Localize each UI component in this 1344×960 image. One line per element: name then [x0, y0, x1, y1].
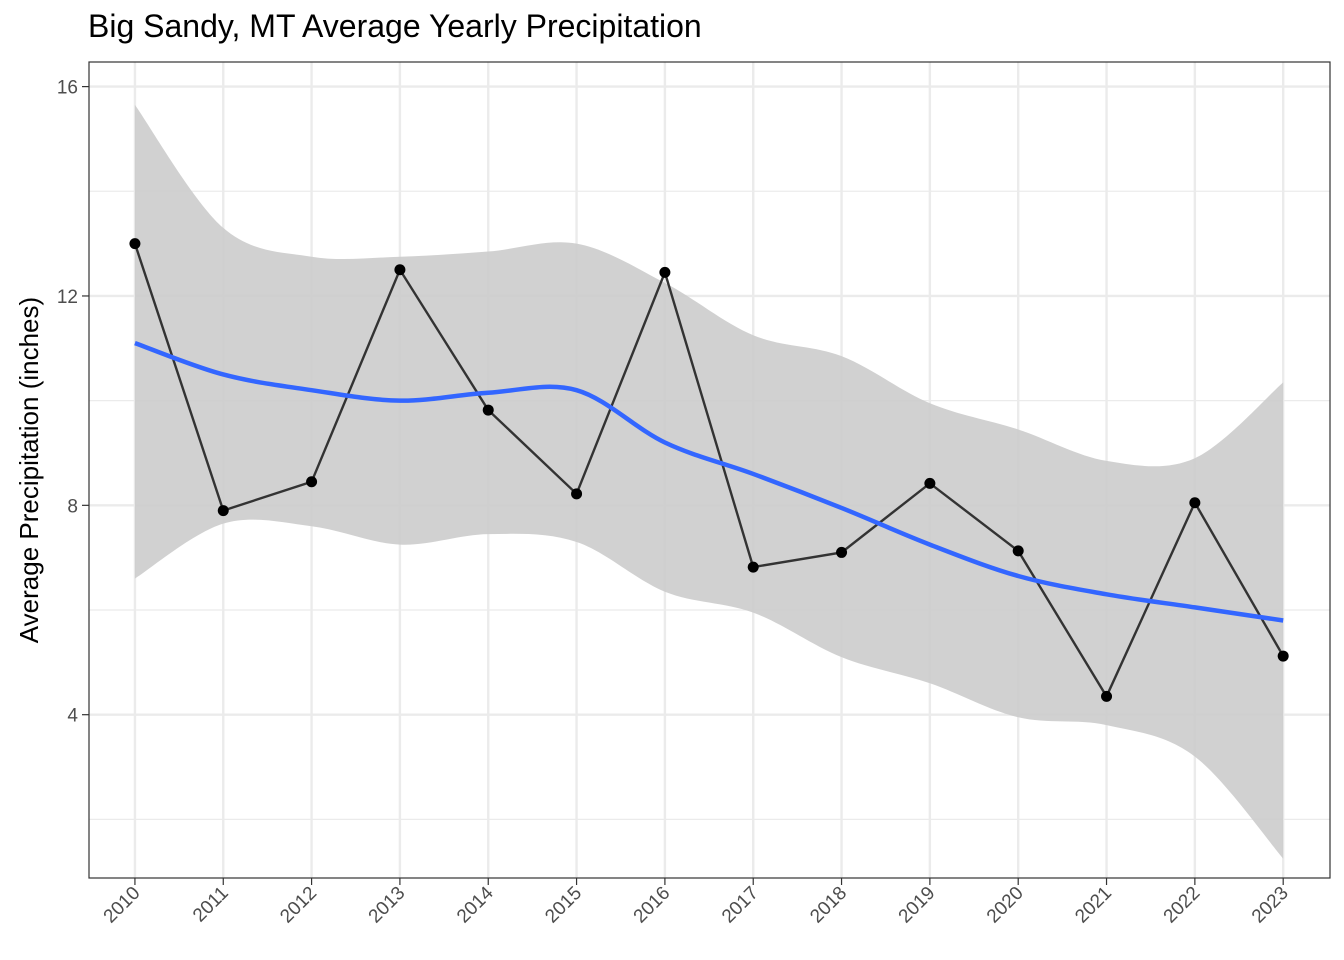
y-tick-label: 4	[67, 706, 78, 727]
y-axis-ticks: 4 8 12 16	[57, 78, 89, 727]
x-tick-label: 2017	[718, 883, 763, 928]
data-point	[1189, 497, 1201, 509]
x-tick-label: 2021	[1071, 883, 1116, 928]
x-tick-label: 2010	[100, 883, 145, 928]
y-tick-label: 12	[57, 287, 78, 308]
chart-title: Big Sandy, MT Average Yearly Precipitati…	[88, 8, 702, 44]
observed-points	[129, 238, 1289, 702]
panel-border	[88, 61, 1331, 879]
observed-line	[133, 243, 1285, 699]
data-point	[571, 488, 583, 500]
data-point	[747, 561, 759, 573]
data-point	[306, 476, 318, 488]
x-tick-label: 2014	[453, 882, 498, 927]
x-tick-label: 2016	[630, 883, 675, 928]
confidence-band	[134, 104, 1284, 859]
x-tick-label: 2019	[895, 883, 940, 928]
data-point	[129, 238, 141, 250]
data-point	[1012, 545, 1024, 557]
x-tick-label: 2023	[1248, 883, 1293, 928]
data-point	[217, 505, 229, 517]
x-tick-label: 2020	[983, 883, 1028, 928]
x-tick-label: 2012	[276, 883, 321, 928]
x-tick-label: 2013	[365, 883, 410, 928]
data-point	[924, 477, 936, 489]
y-tick-label: 16	[57, 78, 78, 99]
y-axis-title: Average Precipitation (inches)	[14, 297, 44, 643]
x-tick-label: 2011	[189, 883, 233, 927]
x-tick-label: 2022	[1160, 883, 1205, 928]
y-tick-label: 8	[67, 496, 78, 517]
x-tick-label: 2018	[806, 883, 851, 928]
data-point	[394, 264, 406, 276]
data-point	[836, 546, 848, 558]
x-axis-ticks: 2010 2011 2012 2013 2014 2015 2016 2017 2018 2019…	[100, 878, 1293, 927]
data-point	[482, 404, 494, 416]
data-point	[1101, 690, 1113, 702]
smooth-trend-line	[134, 340, 1284, 623]
data-point	[1277, 650, 1289, 662]
x-tick-label: 2015	[541, 883, 586, 928]
data-point	[659, 266, 671, 278]
